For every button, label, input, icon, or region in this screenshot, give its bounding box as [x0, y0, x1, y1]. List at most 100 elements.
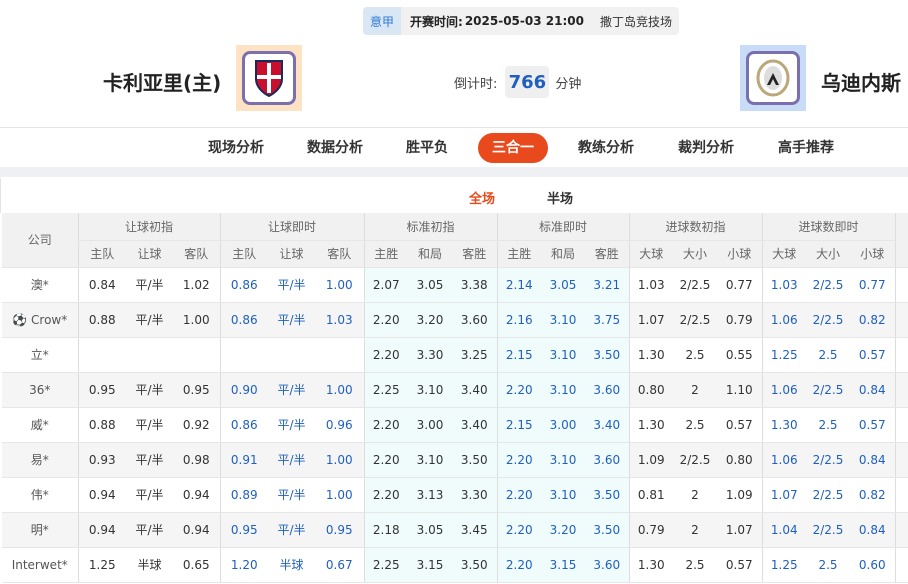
countdown: 倒计时: 766 分钟 — [454, 66, 581, 98]
company-name: 易* — [30, 453, 49, 467]
group-header: 让球即时 — [219, 213, 364, 241]
company-name: Interwet* — [11, 557, 68, 572]
group-header: 让球初指 — [77, 213, 220, 241]
odds-cell: 3.60 — [452, 302, 497, 338]
extra-cell — [894, 442, 908, 478]
odds-cell: 2/2.5 — [806, 477, 850, 513]
table-row[interactable]: 澳* 0.84 平/半 1.02 0.86 平/半 1.00 2.07 3.05 3.38 2.14… — [2, 267, 908, 303]
league-badge[interactable]: 意甲 — [363, 7, 401, 35]
extra-cell — [894, 267, 908, 303]
nav-tab-live-analysis[interactable]: 现场分析 — [208, 140, 264, 156]
odds-cell: 2.20 — [496, 442, 541, 478]
odds-cell: 3.10 — [541, 372, 585, 408]
odds-cell: 2.25 — [363, 372, 408, 408]
company-cell[interactable]: 易* — [2, 442, 78, 478]
away-team-logo[interactable] — [740, 45, 806, 111]
odds-cell: 0.95 — [173, 372, 220, 408]
odds-cell: 2.20 — [363, 477, 408, 513]
odds-cell: 2.5 — [673, 547, 717, 583]
odds-cell: 3.20 — [408, 302, 452, 338]
table-row[interactable]: 明* 0.94 平/半 0.94 0.95 平/半 0.95 2.18 3.05 3.45 2.20… — [2, 512, 908, 548]
tab-full-time[interactable]: 全场 — [461, 188, 504, 215]
nav-tab-referee-analysis[interactable]: 裁判分析 — [678, 140, 734, 156]
company-cell[interactable]: ⚽ Crow* — [2, 302, 78, 338]
table-row[interactable]: ⚽ Crow* 0.88 平/半 1.00 0.86 平/半 1.03 2.20 3.20 3.6… — [2, 302, 908, 338]
column-header: 和局 — [408, 240, 452, 268]
odds-cell: 0.98 — [173, 442, 220, 478]
odds-cell: 3.45 — [452, 512, 497, 548]
odds-cell: 1.03 — [628, 267, 673, 303]
odds-cell: 3.00 — [408, 407, 452, 443]
odds-cell: 2.20 — [496, 547, 541, 583]
column-header: 大球 — [628, 240, 673, 268]
odds-cell: 0.82 — [850, 302, 895, 338]
odds-cell: 2/2.5 — [673, 442, 717, 478]
odds-cell: 3.05 — [408, 267, 452, 303]
odds-cell: 0.77 — [850, 267, 895, 303]
company-cell[interactable]: 立* — [2, 337, 78, 373]
odds-cell: 2/2.5 — [806, 267, 850, 303]
odds-cell: 2.15 — [496, 337, 541, 373]
odds-cell: 0.57 — [850, 337, 895, 373]
odds-cell: 2/2.5 — [806, 372, 850, 408]
away-team-name[interactable]: 乌迪内斯 — [821, 71, 901, 95]
table-row[interactable]: 36* 0.95 平/半 0.95 0.90 平/半 1.00 2.25 3.10 3.40 2.2… — [2, 372, 908, 408]
odds-cell: 0.92 — [173, 407, 220, 443]
odds-cell: 1.00 — [315, 477, 364, 513]
kickoff-label: 开赛时间: — [410, 14, 463, 29]
odds-cell: 2.15 — [496, 407, 541, 443]
home-team-logo[interactable] — [236, 45, 302, 111]
company-cell[interactable]: 威* — [2, 407, 78, 443]
odds-cell: 0.94 — [77, 512, 126, 548]
odds-cell: 2.5 — [673, 337, 717, 373]
odds-cell: 0.84 — [850, 512, 895, 548]
nav-tab-expert-picks[interactable]: 高手推荐 — [778, 140, 834, 156]
odds-cell: 3.20 — [541, 512, 585, 548]
odds-cell: 3.25 — [452, 337, 497, 373]
table-row[interactable]: 立* 2.20 3.30 3.25 2.15 3.10 3.50 1.30 2.5 0.55 1.2… — [2, 337, 908, 373]
odds-cell: 0.86 — [219, 302, 268, 338]
nav-tab-three-in-one[interactable]: 三合一 — [478, 133, 548, 163]
odds-cell: 3.40 — [452, 407, 497, 443]
odds-cell: 1.00 — [315, 442, 364, 478]
column-header: 大球 — [761, 240, 806, 268]
odds-cell: 0.57 — [717, 547, 762, 583]
match-info-bar: 意甲 开赛时间: 2025-05-03 21:00 撒丁岛竞技场 — [363, 7, 679, 35]
company-cell[interactable]: 36* — [2, 372, 78, 408]
extra-cell — [894, 477, 908, 513]
odds-cell: 0.95 — [315, 512, 364, 548]
company-cell[interactable]: 伟* — [2, 477, 78, 513]
company-cell[interactable]: 明* — [2, 512, 78, 548]
tab-half-time[interactable]: 半场 — [547, 192, 574, 207]
odds-cell: 1.03 — [761, 267, 806, 303]
odds-cell: 2.5 — [806, 407, 850, 443]
nav-tab-coach-analysis[interactable]: 教练分析 — [578, 140, 634, 156]
extra-column — [894, 213, 908, 268]
column-header: 主队 — [219, 240, 268, 268]
odds-cell: 0.89 — [219, 477, 268, 513]
company-cell[interactable]: 澳* — [2, 267, 78, 303]
table-row[interactable]: 威* 0.88 平/半 0.92 0.86 平/半 0.96 2.20 3.00 3.40 2.15… — [2, 407, 908, 443]
nav-tab-win-draw-loss[interactable]: 胜平负 — [406, 140, 448, 156]
odds-cell: 3.50 — [585, 337, 629, 373]
table-row[interactable]: 伟* 0.94 平/半 0.94 0.89 平/半 1.00 2.20 3.13 3.30 2.20… — [2, 477, 908, 513]
odds-cell: 平/半 — [268, 267, 315, 303]
odds-cell — [268, 337, 315, 373]
odds-cell: 1.04 — [761, 512, 806, 548]
odds-cell: 3.15 — [408, 547, 452, 583]
odds-cell: 平/半 — [268, 477, 315, 513]
table-row[interactable]: 易* 0.93 平/半 0.98 0.91 平/半 1.00 2.20 3.10 3.50 2.20… — [2, 442, 908, 478]
odds-cell: 平/半 — [268, 442, 315, 478]
home-team-name[interactable]: 卡利亚里(主) — [103, 71, 222, 95]
odds-cell: 平/半 — [268, 512, 315, 548]
odds-cell: 2/2.5 — [806, 512, 850, 548]
odds-cell: 1.30 — [761, 407, 806, 443]
column-header: 小球 — [717, 240, 762, 268]
nav-tab-data-analysis[interactable]: 数据分析 — [307, 140, 363, 156]
table-row[interactable]: Interwet* 1.25 半球 0.65 1.20 半球 0.67 2.25 3.15 3.5… — [2, 547, 908, 583]
odds-cell: 0.81 — [628, 477, 673, 513]
company-cell[interactable]: Interwet* — [2, 547, 78, 583]
odds-cell: 3.10 — [408, 442, 452, 478]
odds-cell: 3.21 — [585, 267, 629, 303]
odds-cell: 2.20 — [363, 302, 408, 338]
